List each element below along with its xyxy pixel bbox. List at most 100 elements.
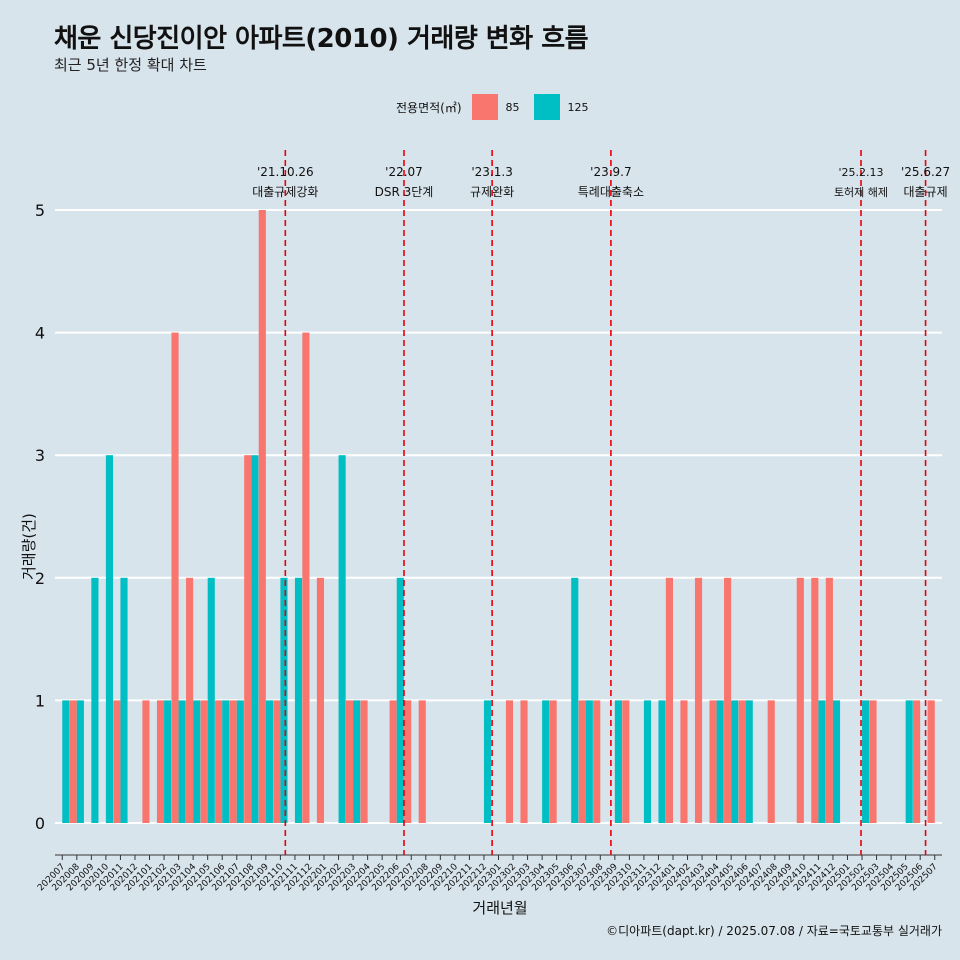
y-tick-label: 2: [35, 569, 45, 588]
bar-125-202307: [585, 700, 593, 823]
event-date-3: '23.9.7: [590, 165, 631, 179]
event-date-5: '25.6.27: [901, 165, 950, 179]
bar-85-202109: [258, 210, 266, 823]
bar-125-202107: [236, 700, 244, 823]
legend-label-85: 85: [505, 100, 520, 114]
bar-125-202304: [542, 700, 550, 823]
bar-85-202107: [229, 700, 237, 823]
bar-85-202410: [796, 577, 804, 823]
bar-85-202506: [913, 700, 921, 823]
bar-85-202305: [549, 700, 557, 823]
bar-85-202403: [694, 577, 703, 823]
bar-125-202405: [731, 700, 739, 823]
y-axis-title: 거래량(건): [20, 513, 38, 580]
bar-85-202108: [244, 455, 252, 823]
bar-85-202405: [724, 577, 732, 823]
bar-125-202212: [483, 700, 492, 823]
legend-swatch-125: [533, 94, 560, 120]
y-tick-label: 0: [35, 814, 45, 833]
bar-85-202206: [389, 700, 397, 823]
y-tick-label: 4: [35, 324, 45, 343]
event-label-1: DSR 3단계: [375, 185, 434, 199]
bar-85-202110: [273, 700, 281, 823]
bar-85-202408: [767, 700, 775, 823]
bar-125-202202: [338, 455, 346, 823]
bar-85-202203: [345, 700, 354, 823]
event-label-2: 규제완화: [470, 185, 514, 199]
bar-125-202105: [207, 577, 215, 823]
event-label-0: 대출규제강화: [252, 185, 318, 199]
bar-125-202404: [716, 700, 724, 823]
bar-125-202108: [251, 455, 259, 823]
event-date-1: '22.07: [385, 165, 423, 179]
event-date-0: '21.10.26: [257, 165, 314, 179]
bar-125-202203: [353, 700, 361, 823]
bar-85-202103: [171, 332, 179, 823]
event-label-5: 대출규제: [903, 185, 947, 199]
bar-125-202110: [280, 577, 288, 823]
y-tick-label: 5: [35, 201, 45, 220]
bar-85-202101: [142, 700, 150, 823]
bar-85-202303: [520, 700, 528, 823]
bar-85-202401: [665, 577, 673, 823]
bar-85-202112: [302, 332, 310, 823]
bar-85-202106: [215, 700, 223, 823]
bar-85-202406: [738, 700, 746, 823]
bar-125-202109: [265, 700, 273, 823]
bar-85-202307: [578, 700, 586, 823]
bar-85-202310: [622, 700, 630, 823]
bar-125-202406: [745, 700, 753, 823]
bar-125-202412: [832, 700, 841, 823]
chart-subtitle: 최근 5년 한정 확대 차트: [54, 56, 207, 74]
bar-85-202105: [200, 700, 208, 823]
bar-85-202102: [156, 700, 165, 823]
event-date-4: '25.2.13: [838, 166, 883, 179]
event-date-2: '23.1.3: [471, 165, 512, 179]
bar-125-202010: [105, 455, 114, 823]
event-label-4: 토허제 해제: [834, 185, 888, 199]
bar-85-202507: [927, 700, 935, 823]
y-tick-label: 1: [35, 691, 45, 710]
bar-85-202204: [360, 700, 368, 823]
bar-85-202503: [869, 700, 877, 823]
bar-85-202207: [404, 700, 412, 823]
bar-125-202102: [164, 700, 172, 823]
bar-85-202308: [593, 700, 601, 823]
source-caption: ©디아파트(dapt.kr) / 2025.07.08 / 자료=국토교통부 실…: [606, 924, 942, 938]
bar-125-202311: [643, 700, 652, 823]
bar-125-202309: [614, 700, 622, 823]
bar-125-202206: [396, 577, 404, 823]
bar-125-202103: [178, 700, 186, 823]
legend-label-125: 125: [567, 100, 589, 114]
legend: 전용면적(㎡) 85 125: [396, 94, 603, 120]
bar-85-202104: [186, 577, 194, 823]
bar-85-202208: [418, 700, 426, 823]
bar-85-202411: [811, 577, 819, 823]
bar-125-202009: [91, 577, 99, 823]
bar-85-202402: [680, 700, 688, 823]
bar-85-202404: [709, 700, 717, 823]
bar-125-202007: [62, 700, 70, 823]
bar-125-202008: [76, 700, 84, 823]
bar-125-202011: [120, 577, 128, 823]
chart-title: 채운 신당진이안 아파트(2010) 거래량 변화 흐름: [54, 24, 589, 54]
y-tick-label: 3: [35, 446, 45, 465]
legend-swatch-85: [471, 94, 498, 120]
bar-125-202306: [571, 577, 579, 823]
event-label-3: 특례대출축소: [578, 185, 644, 199]
bar-125-202106: [222, 700, 230, 823]
bar-85-202201: [316, 577, 325, 823]
bar-125-202111: [294, 577, 303, 823]
bar-85-202008: [69, 700, 77, 823]
legend-title: 전용면적(㎡): [396, 100, 462, 115]
x-axis-title: 거래년월: [472, 899, 528, 917]
bar-85-202302: [505, 700, 514, 823]
bar-125-202505: [905, 700, 913, 823]
bar-125-202312: [658, 700, 666, 823]
bar-125-202411: [818, 700, 826, 823]
bar-125-202104: [193, 700, 201, 823]
bar-85-202412: [825, 577, 833, 823]
bar-125-202502: [862, 700, 870, 823]
bar-85-202011: [113, 700, 121, 823]
